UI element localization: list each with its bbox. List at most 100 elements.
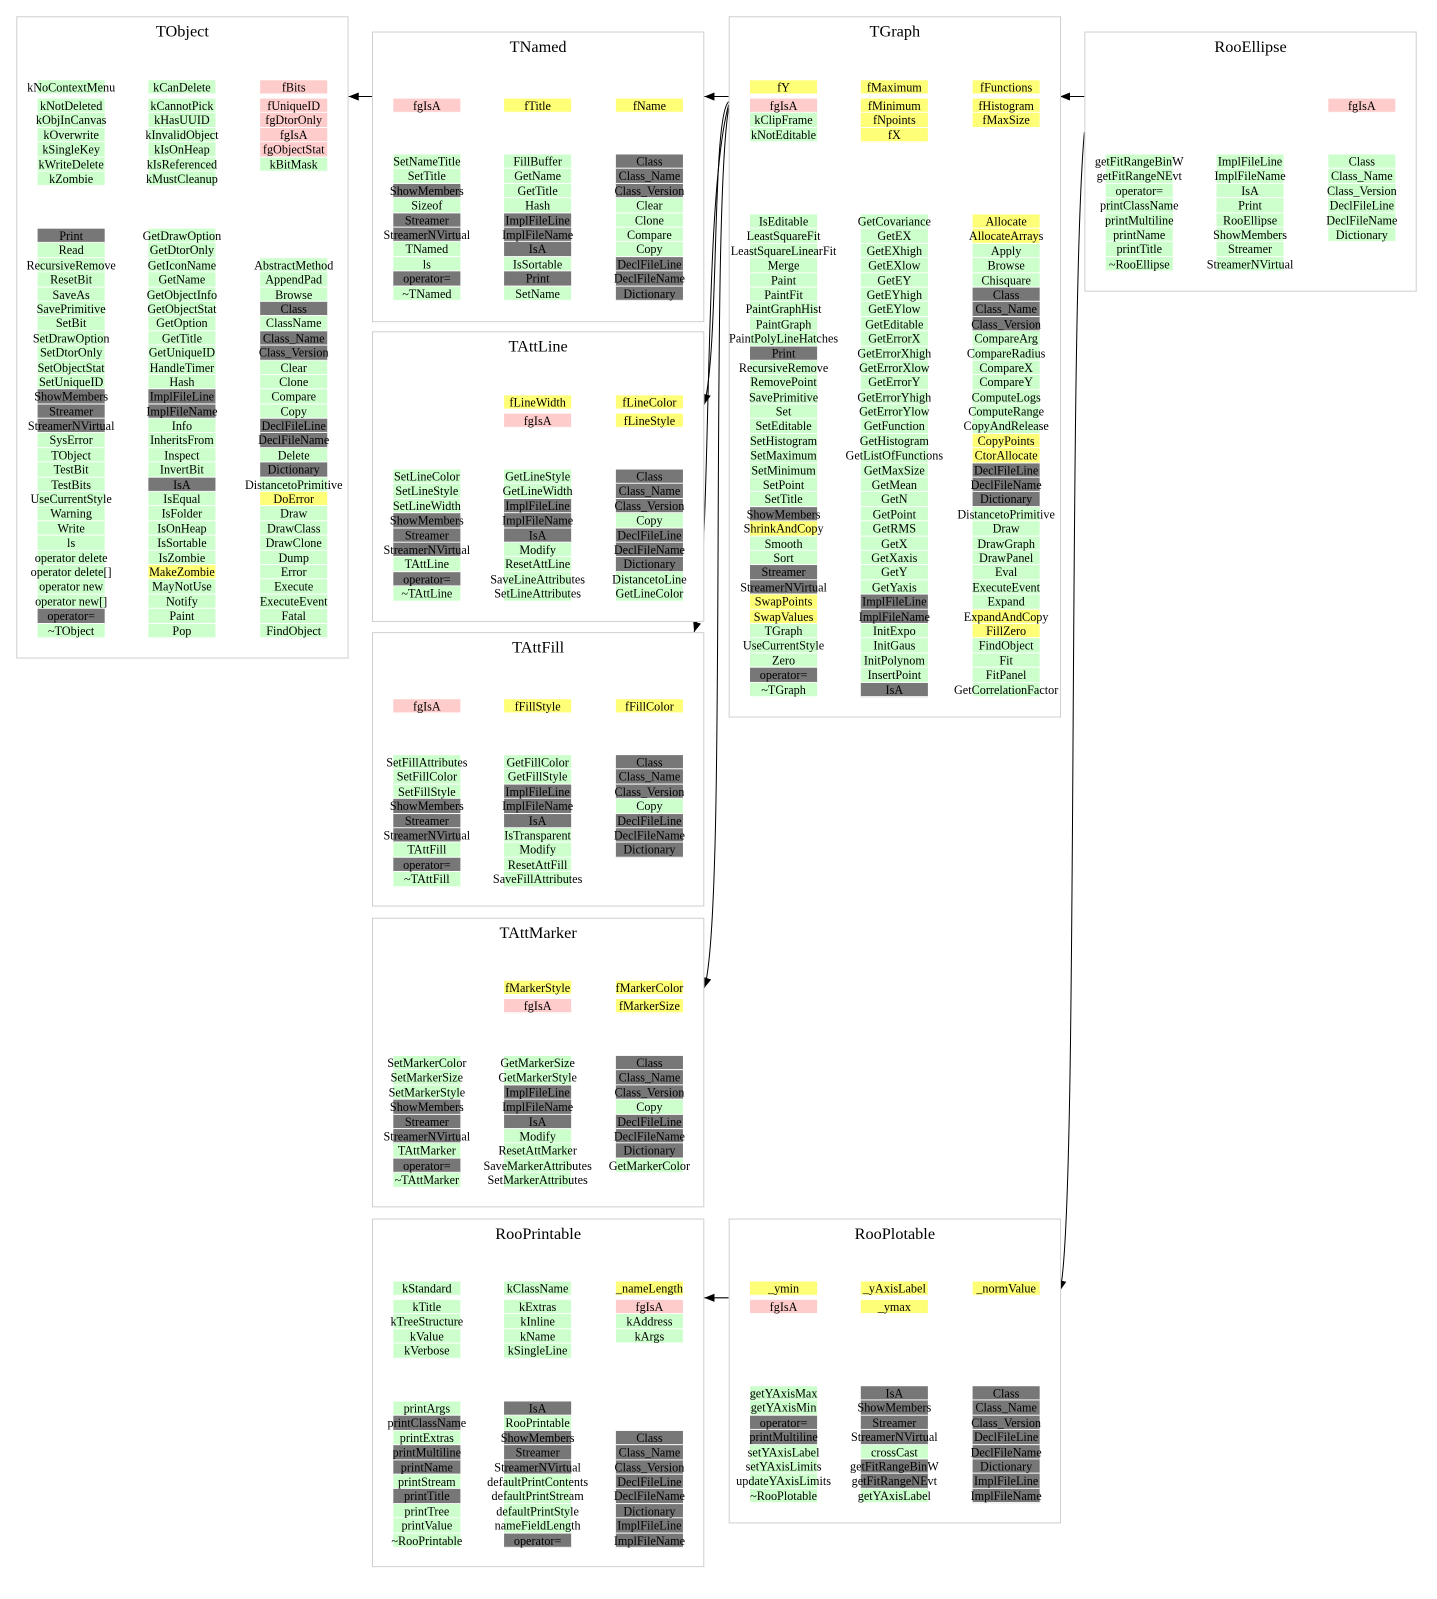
method-cell: g:GetRMS: [860, 521, 928, 537]
method-cell: g:Expand: [972, 594, 1040, 610]
method-cell: g:DistancetoPrimitive: [957, 506, 1055, 522]
member-name: setYAxisLabel: [747, 1444, 820, 1459]
method-cell: g:~TObject: [37, 623, 105, 639]
method-cell: d:ShowMembers: [747, 506, 821, 522]
method-cell: g:Compare: [260, 389, 328, 405]
member-name: printValue: [401, 1518, 453, 1533]
method-cell: y:Allocate: [972, 214, 1040, 230]
member-name: Dictionary: [623, 557, 676, 572]
method-cell: d:Class_Name: [615, 1445, 683, 1460]
member-name: Class: [1348, 154, 1376, 169]
member-name: ComputeLogs: [971, 389, 1041, 405]
class-box-rooellipse: RooEllipse p:fgIsA g:getFitRangeBinWg:getF…: [1084, 31, 1417, 292]
method-cell: d:Class_Version: [615, 1459, 684, 1475]
member-name: kVerbose: [404, 1343, 450, 1358]
method-cell: g:RecursiveRemove: [739, 360, 828, 376]
member-name: printTitle: [404, 1489, 450, 1504]
method-cell: g:Browse: [260, 287, 328, 302]
method-cell: d:ShowMembers: [390, 1099, 464, 1115]
method-cell: g:SetName: [504, 286, 572, 301]
method-cell: d:DeclFileName: [614, 828, 685, 843]
member-name: ImplFileName: [1214, 169, 1286, 184]
method-cell: d:DeclFileLine: [615, 1474, 683, 1490]
member-name: SaveMarkerAttributes: [483, 1158, 592, 1173]
method-cell: g:GetTitle: [504, 183, 572, 199]
member-name: ComputeRange: [968, 404, 1045, 419]
method-cell: g:defaultPrintStream: [492, 1489, 584, 1504]
method-cell: g:printMultiline: [1105, 212, 1173, 228]
member-name: SetLineAttributes: [494, 586, 581, 601]
method-cell: g:SetFillColor: [393, 769, 461, 785]
attribute-cell: y:fLineWidth: [504, 395, 572, 410]
inheritance-arrow-tgraph-to-tattline: [702, 101, 730, 405]
method-cell: g:Streamer: [1216, 242, 1284, 257]
member-name: SetDrawOption: [32, 331, 110, 346]
member-name: StreamerNVirtual: [383, 828, 471, 843]
member-name: getFitRangeNEvt: [851, 1473, 938, 1489]
method-cell: d:getFitRangeNEvt: [852, 1473, 937, 1489]
member-name: FillBuffer: [513, 154, 562, 169]
method-cell: g:printExtras: [393, 1430, 461, 1446]
method-cell: g:ComputeLogs: [971, 389, 1041, 405]
method-cell: g:IsZombie: [148, 550, 216, 566]
method-cell: g:SetBit: [37, 316, 105, 332]
method-cell: d:ShowMembers: [857, 1400, 931, 1416]
member-name: ImplFileName: [502, 513, 574, 528]
member-name: Chisquare: [981, 272, 1031, 288]
member-name: IsOnHeap: [157, 521, 207, 536]
attribute-column: y:fTitle: [504, 98, 572, 117]
method-cell: g:SetMarkerSize: [391, 1070, 463, 1086]
member-name: fY: [777, 80, 790, 95]
member-name: ImplFileLine: [862, 594, 927, 609]
member-name: SetNameTitle: [393, 154, 461, 169]
method-cell: d:ShowMembers: [390, 183, 464, 199]
method-cell: d:operator=: [393, 271, 461, 287]
method-cell: g:printStream: [393, 1474, 461, 1490]
method-cell: g:GetUniqueID: [148, 345, 216, 361]
member-name: StreamerNVirtual: [1206, 256, 1294, 272]
class-box-tattmarker: TAttMarkery:fMarkerStylep:fgIsAy:fMarker…: [371, 917, 705, 1208]
member-name: TAttFill: [407, 842, 447, 858]
method-cell: g:setYAxisLabel: [747, 1444, 820, 1460]
member-name: CopyAndRelease: [963, 419, 1049, 434]
member-name: Copy: [636, 798, 663, 814]
method-cell: g:SetEditable: [750, 419, 818, 434]
method-cell: g:GetListOfFunctions: [846, 448, 943, 464]
method-cell: d:ImplFileLine: [148, 389, 216, 405]
member-name: SetFillColor: [396, 769, 458, 784]
method-cell: d:ShowMembers: [390, 513, 464, 529]
method-cell: g:GetFunction: [860, 419, 928, 434]
member-name: Compare: [627, 227, 672, 242]
class-title: TAttFill: [512, 639, 565, 657]
method-cell: d:Class: [260, 301, 328, 317]
attribute-column: y:fLineWidth p:fgIsA: [504, 395, 572, 429]
method-cell: g:GetEY: [860, 272, 928, 288]
method-cell: g:GetName: [504, 169, 572, 184]
member-name: kMustCleanup: [146, 171, 218, 186]
method-cell: d:Class_Version: [615, 183, 684, 199]
method-cell: d:ImplFileName: [614, 1533, 685, 1548]
member-name: GetLineWidth: [502, 484, 573, 499]
member-name: IsA: [528, 1401, 547, 1416]
member-name: DeclFileName: [970, 477, 1042, 492]
member-name: ~TAttFill: [404, 872, 450, 887]
member-name: ImplFileName: [502, 798, 574, 814]
method-cell: g:SetDrawOption: [33, 331, 109, 346]
class-title: RooPlotable: [854, 1225, 936, 1243]
member-name: SetDtorOnly: [39, 345, 103, 360]
member-name: printClassName: [387, 1416, 467, 1431]
method-cell: d:operator=: [37, 608, 105, 624]
member-name: getYAxisMin: [750, 1400, 817, 1416]
method-cell: d:Print: [504, 271, 572, 287]
attribute-column: y:fName: [615, 98, 683, 117]
member-name: Browse: [987, 258, 1025, 273]
method-cell: g:Copy: [615, 798, 683, 814]
method-cell: y:ShrinkAndCopy: [744, 521, 824, 537]
member-name: Dictionary: [623, 1143, 676, 1158]
member-name: operator=: [513, 1533, 562, 1548]
member-name: IsZombie: [158, 550, 206, 565]
member-name: kSingleKey: [42, 142, 100, 157]
member-name: CompareRadius: [966, 346, 1046, 361]
method-cell: d:DeclFileName: [971, 1444, 1042, 1460]
method-cell: g:MayNotUse: [148, 579, 216, 595]
